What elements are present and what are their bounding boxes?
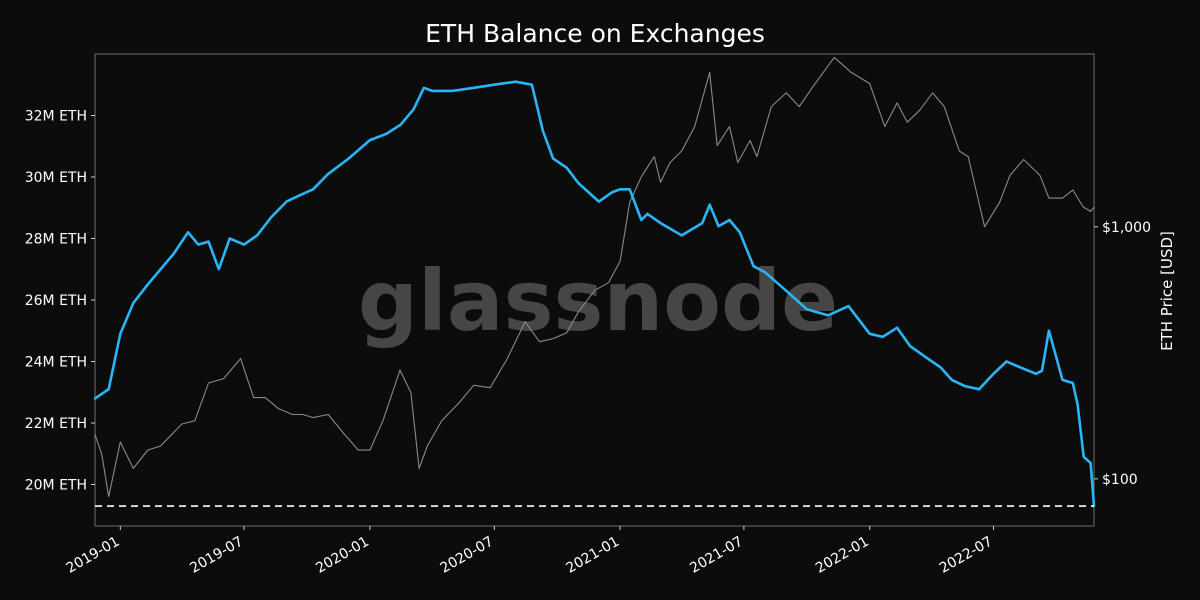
y-axis-left-tick-label: 32M ETH — [25, 108, 87, 124]
x-axis-tick-label: 2019-07 — [187, 534, 246, 577]
y-axis-left-tick-label: 26M ETH — [25, 293, 87, 309]
plot-frame — [94, 53, 1095, 527]
y-axis-left-tick-label: 30M ETH — [25, 170, 87, 186]
x-axis-tick-label: 2021-01 — [563, 534, 622, 577]
eth-price-line — [94, 56, 1095, 498]
glassnode-watermark: glassnode — [358, 252, 838, 350]
x-axis-tick-label: 2021-07 — [687, 534, 746, 577]
y-axis-left-tick-label: 22M ETH — [25, 416, 87, 432]
x-axis-tick-label: 2022-01 — [813, 534, 872, 577]
y-axis-right-label: ETH Price [USD] — [1158, 231, 1176, 351]
y-axis-left-tick-label: 28M ETH — [25, 231, 87, 247]
x-axis-tick-label: 2020-01 — [313, 534, 372, 577]
x-axis-tick-label: 2019-01 — [64, 534, 123, 577]
y-axis-left-tick-label: 24M ETH — [25, 354, 87, 370]
x-axis-tick-label: 2022-07 — [937, 534, 996, 577]
chart-title: ETH Balance on Exchanges — [425, 19, 765, 48]
y-axis-right-tick-label: $100 — [1102, 472, 1138, 488]
eth-balance-line — [93, 80, 1096, 508]
y-axis-right-tick-label: $1,000 — [1102, 220, 1151, 236]
x-axis-tick-label: 2020-07 — [438, 534, 497, 577]
y-axis-left-tick-label: 20M ETH — [25, 477, 87, 493]
